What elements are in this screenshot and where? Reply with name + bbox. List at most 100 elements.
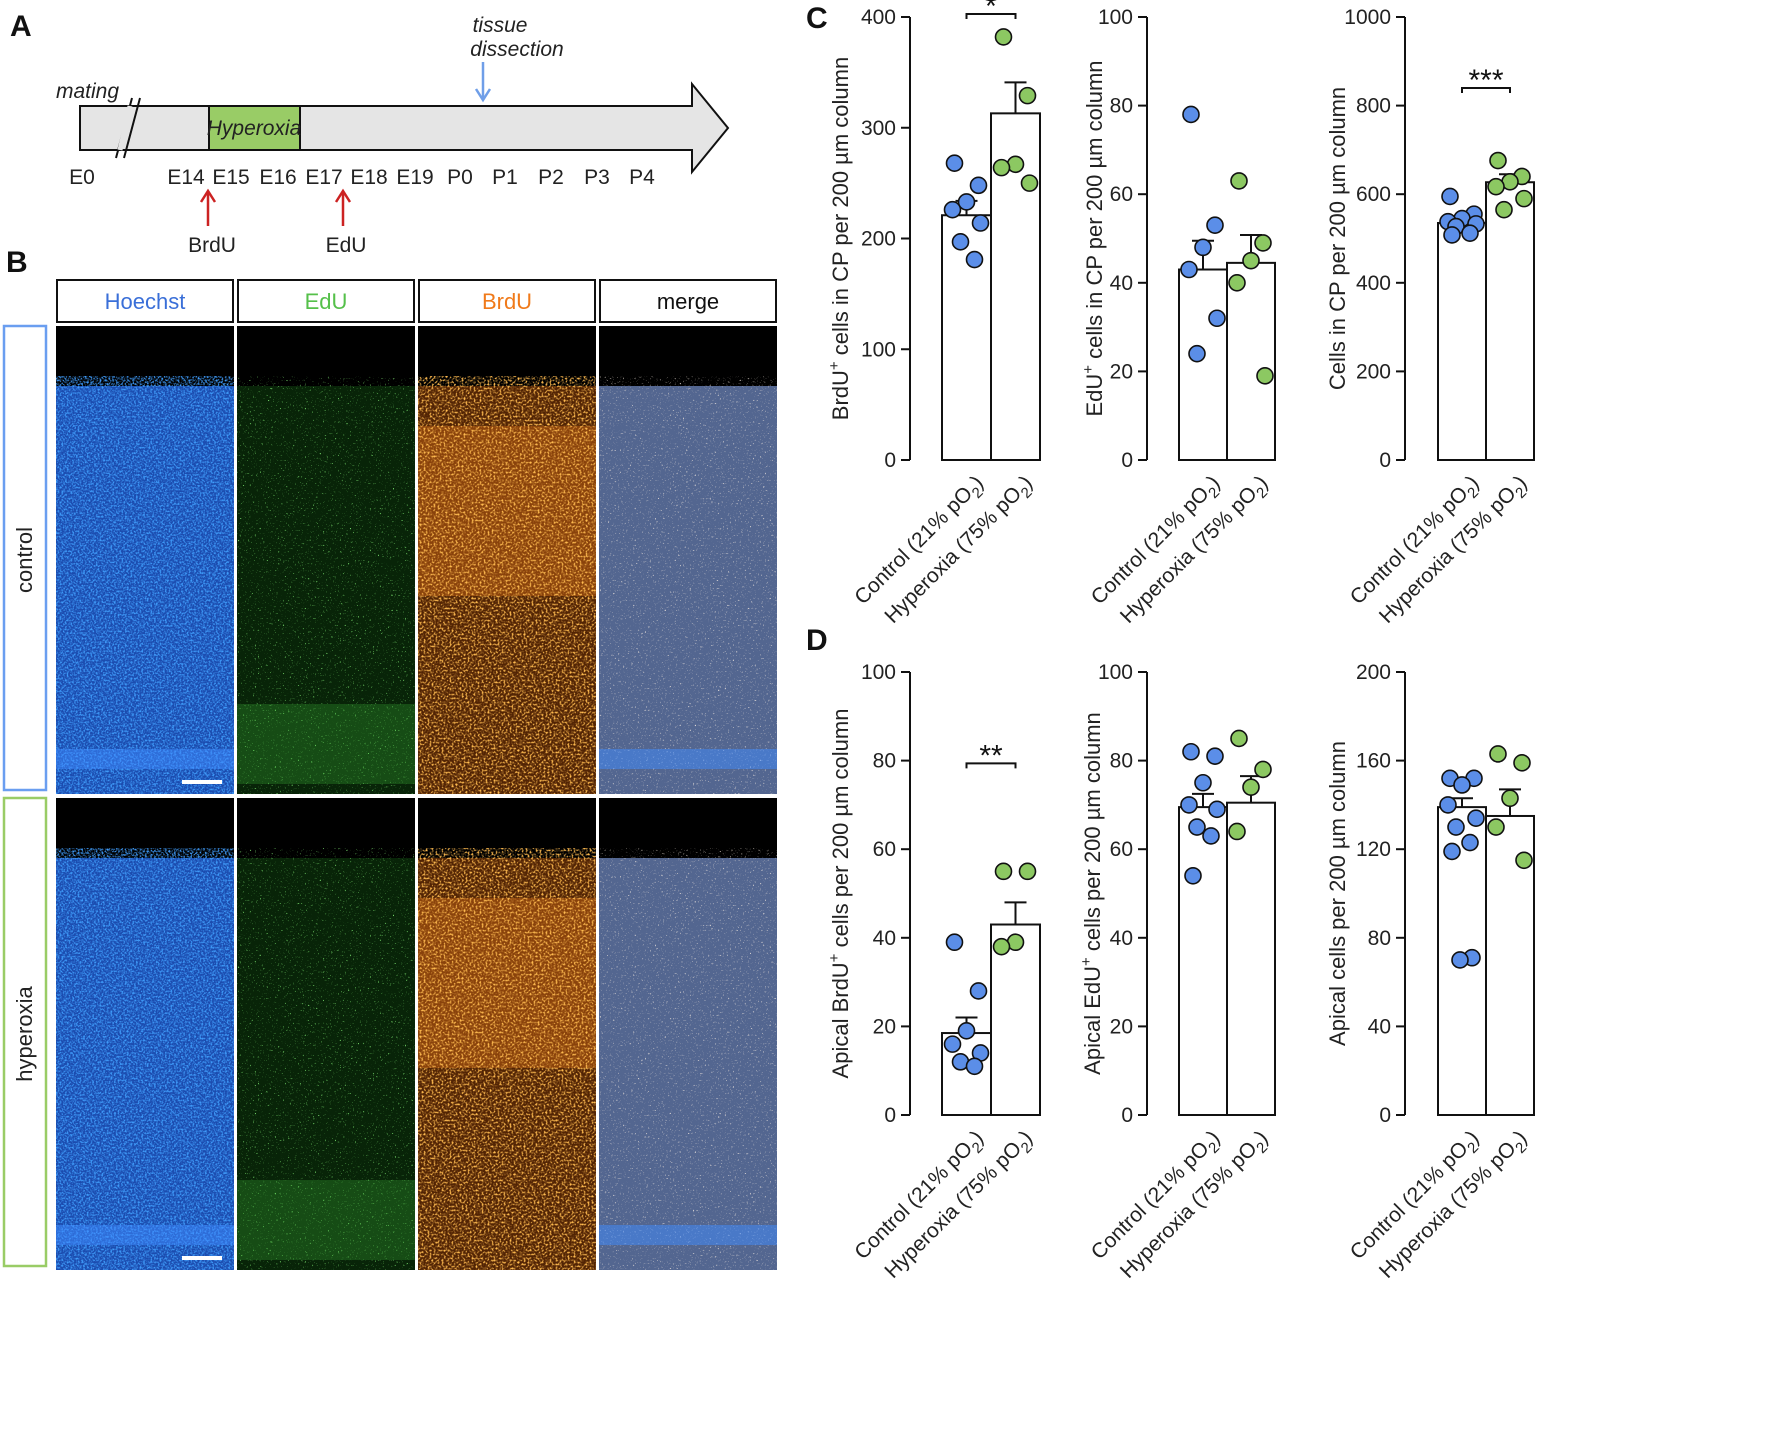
y-tick-label: 0 [1121,1104,1133,1127]
y-tick-label: 160 [1356,750,1391,773]
stain-label-box [237,279,415,323]
data-point [945,154,964,172]
panel-label-d: D [806,624,828,657]
data-point [943,200,962,219]
y-axis-label: Apical cells per 200 µm column [1325,741,1350,1046]
y-tick-label: 100 [1098,661,1133,684]
y-tick-label: 0 [884,1104,896,1127]
stain-label-box [56,279,234,323]
data-point [1230,172,1248,190]
y-tick-label: 120 [1356,838,1391,861]
bar-hyperoxia [990,923,1041,1117]
y-tick-label: 80 [873,750,896,773]
data-point [994,28,1013,46]
y-tick-label: 80 [1110,95,1133,118]
data-point [945,933,964,952]
data-point [1180,260,1198,279]
data-point [1447,818,1465,836]
data-point [1242,778,1260,796]
timeline-tick-label: P1 [492,166,518,189]
data-point [969,982,988,1000]
data-point [1228,822,1246,841]
data-point [957,1022,976,1040]
y-tick-label: 200 [1356,360,1391,383]
data-point [1489,745,1507,763]
chart-d2: 0 20 40 60 80 100 Apical EdU+ cells per 200 µm… [1078,661,1276,1283]
y-tick-label: 100 [1098,6,1133,29]
timeline-tick-label: E17 [305,166,342,189]
data-point [1461,833,1479,852]
data-point [1256,367,1274,385]
data-point [1194,773,1212,792]
significance-bracket [965,762,1017,769]
y-tick-label: 400 [1356,272,1391,295]
timeline-tick-label: P4 [629,166,655,189]
timeline-tick-label: P0 [447,166,473,189]
data-point [1443,842,1461,861]
panel-label-b: B [6,246,28,279]
y-tick-label: 200 [861,228,896,251]
stain-label-edu: EdU [305,289,348,314]
micrograph-control-hoechst [56,326,234,794]
data-point [1254,760,1272,779]
y-tick-label: 40 [1110,272,1133,295]
timeline-tick-label: E16 [259,166,296,189]
bar-hyperoxia [1226,261,1276,461]
data-point [1180,796,1198,814]
y-tick-label: 40 [1110,927,1133,950]
y-tick-label: 60 [1110,183,1133,206]
y-axis-label: BrdU+ cells in CP per 200 µm column [826,57,853,420]
y-tick-label: 200 [1356,661,1391,684]
bar-hyperoxia [1485,181,1535,461]
data-point [943,1035,962,1053]
data-point [1230,729,1248,748]
data-point [1208,309,1226,328]
micrograph-control-merge [599,326,777,794]
significance-label: * [985,0,997,23]
y-tick-label: 100 [861,661,896,684]
y-tick-label: 60 [873,838,896,861]
bar-hyperoxia [1226,801,1276,1116]
micrograph-hyperoxia-edu [237,798,415,1270]
data-point [1188,818,1206,836]
brdu-injection-label: BrdU [188,234,236,257]
significance-label: *** [1468,64,1503,97]
timeline-tick-label: E0 [69,166,95,189]
condition-label-control: control [12,527,37,593]
dissection-arrow-icon [474,62,492,103]
y-tick-label: 1000 [1344,6,1391,29]
y-tick-label: 60 [1110,838,1133,861]
y-axis-label: Apical BrdU+ cells per 200 µm column [826,709,853,1079]
condition-label-box [2,324,48,792]
chart-c2: 0 20 40 60 80 100 EdU+ cells in CP per 200 µm … [1080,6,1276,628]
data-point [1194,238,1212,257]
data-point [1439,796,1457,814]
y-tick-label: 80 [1110,750,1133,773]
bar-control [1178,806,1228,1116]
y-tick-label: 20 [1110,1015,1133,1038]
y-axis-label: Cells in CP per 200 µm column [1325,87,1350,390]
y-tick-label: 300 [861,117,896,140]
data-point [1206,216,1224,235]
edu-injection-label: EdU [326,234,367,257]
y-axis-label: Apical EdU+ cells per 200 µm column [1078,712,1105,1075]
bar-control [1178,268,1228,462]
y-tick-label: 100 [861,338,896,361]
data-point [965,250,984,269]
stain-label-box [599,279,777,323]
data-point [1487,818,1505,836]
data-point [992,158,1011,177]
significance-bracket [965,13,1017,19]
y-axis-label: EdU+ cells in CP per 200 µm column [1080,60,1107,416]
y-tick-label: 40 [1368,1015,1391,1038]
data-point [1254,234,1272,252]
data-point [1495,200,1513,219]
hyperoxia-label: Hyperoxia [207,117,302,140]
data-point [1515,851,1533,870]
data-point [1228,273,1246,292]
data-point [1018,86,1037,105]
timeline-tick-label: E15 [212,166,249,189]
bar-control [1437,221,1487,461]
data-point [951,233,970,251]
